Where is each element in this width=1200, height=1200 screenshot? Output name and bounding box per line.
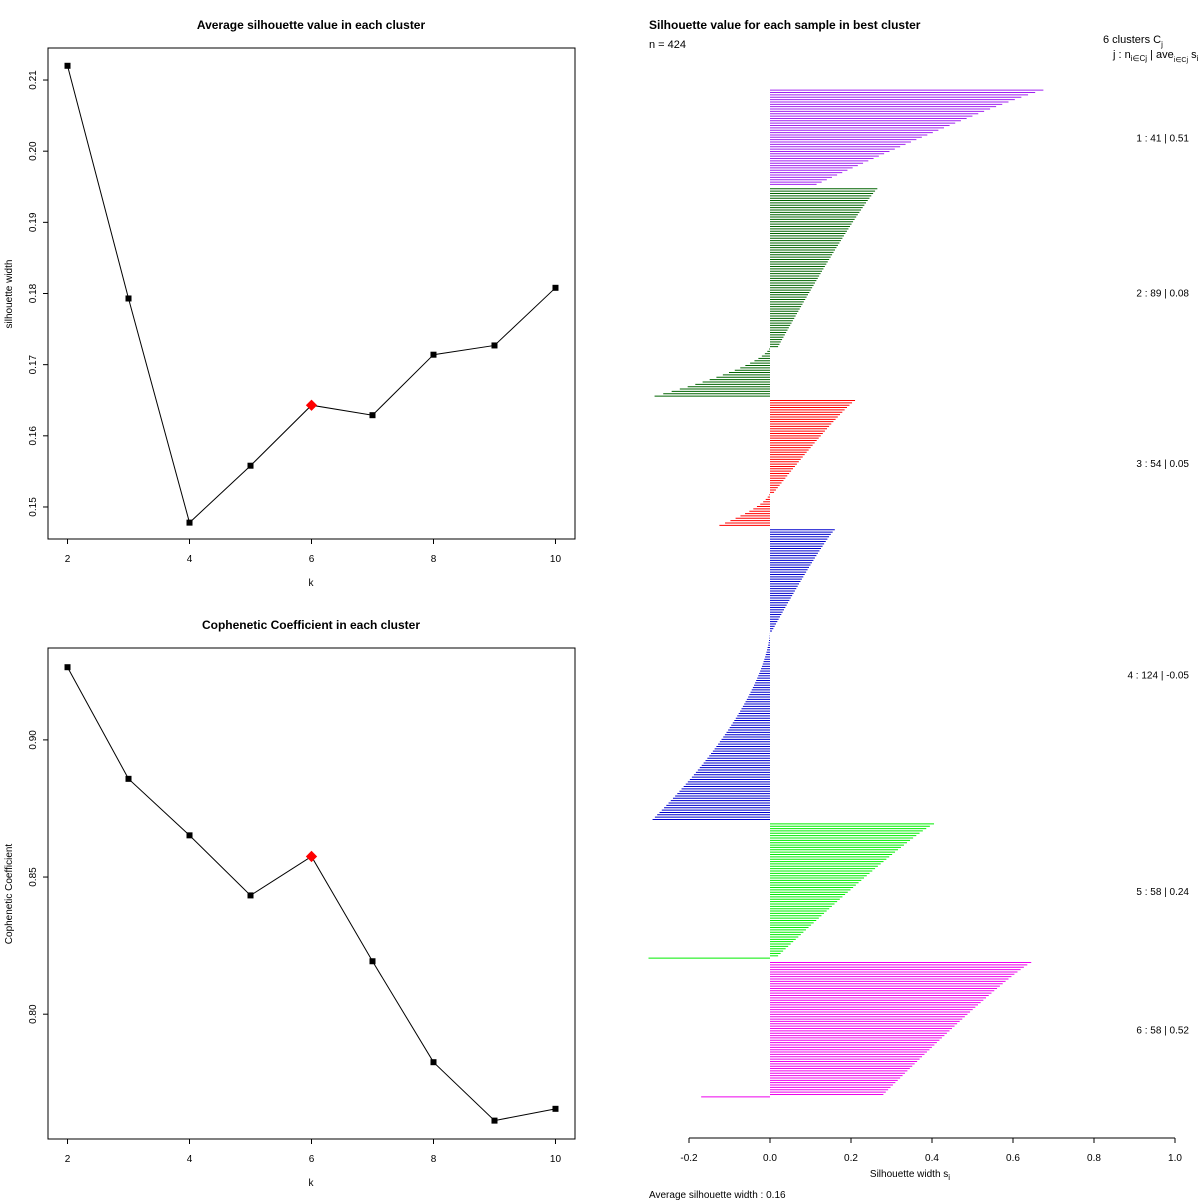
chart2-plot-box <box>47 647 576 1140</box>
chart2-ylabel: Cophenetic Coefficient <box>4 844 15 945</box>
data-point <box>64 664 71 671</box>
y-tick-label: 0.85 <box>28 867 39 887</box>
chart2-y-axis: 0.80 0.85 0.90 <box>28 730 48 1024</box>
x-tick-label: 8 <box>431 554 437 565</box>
y-tick-label: 0.15 <box>28 497 39 517</box>
data-point <box>491 1117 498 1124</box>
chart2-title: Cophenetic Coefficient in each cluster <box>202 618 420 632</box>
x-tick-label: 2 <box>65 1154 71 1165</box>
cluster-label: 2 : 89 | 0.08 <box>1136 288 1189 299</box>
x-tick-label: 0.8 <box>1087 1153 1101 1164</box>
chart3-n-label: n = 424 <box>649 39 686 51</box>
x-tick-label: 6 <box>309 1154 315 1165</box>
highlight-point <box>305 399 318 411</box>
data-point <box>186 832 193 839</box>
silhouette-line-chart: Average silhouette value in each cluster… <box>4 18 576 589</box>
x-tick-label: 10 <box>550 554 562 565</box>
x-tick-label: 0.0 <box>763 1153 777 1164</box>
chart3-cluster-labels: 1 : 41 | 0.51 2 : 89 | 0.08 3 : 54 | 0.05 4… <box>1127 133 1189 1036</box>
x-tick-label: 0.6 <box>1006 1153 1020 1164</box>
x-tick-label: 4 <box>187 554 193 565</box>
chart2-xlabel: k <box>309 1178 315 1189</box>
chart1-title: Average silhouette value in each cluster <box>197 18 426 32</box>
x-tick-label: 0.4 <box>925 1153 939 1164</box>
y-tick-label: 0.16 <box>28 426 39 446</box>
chart3-x-axis: -0.2 0.0 0.2 0.4 0.6 0.8 1.0 <box>680 1137 1182 1164</box>
data-point <box>430 351 437 358</box>
data-point <box>64 62 71 69</box>
x-tick-label: 8 <box>431 1154 437 1165</box>
cluster-label: 6 : 58 | 0.52 <box>1136 1026 1189 1037</box>
y-tick-label: 0.17 <box>28 354 39 374</box>
chart2-series <box>64 664 559 1124</box>
y-tick-label: 0.20 <box>28 141 39 161</box>
cluster-label: 1 : 41 | 0.51 <box>1136 133 1189 144</box>
x-tick-label: 2 <box>65 554 71 565</box>
x-tick-label: 10 <box>550 1154 562 1165</box>
x-tick-label: 4 <box>187 1154 193 1165</box>
data-point <box>247 462 254 469</box>
y-tick-label: 0.90 <box>28 730 39 750</box>
y-tick-label: 0.21 <box>28 70 39 90</box>
highlight-point <box>305 850 318 863</box>
chart1-x-axis: 2 4 6 8 10 <box>65 539 562 565</box>
x-tick-label: 0.2 <box>844 1153 858 1164</box>
cophenetic-line-chart: Cophenetic Coefficient in each cluster k… <box>4 618 576 1189</box>
chart1-xlabel: k <box>309 578 315 589</box>
data-point <box>369 958 376 965</box>
silhouette-bar-plot: Silhouette value for each sample in best… <box>648 18 1199 1200</box>
y-tick-label: 0.80 <box>28 1004 39 1024</box>
data-point <box>125 775 132 782</box>
data-point <box>552 284 559 291</box>
chart3-title: Silhouette value for each sample in best… <box>649 18 921 32</box>
data-point <box>247 892 254 899</box>
data-point <box>369 412 376 419</box>
chart1-ylabel: silhouette width <box>4 260 15 329</box>
data-point <box>430 1059 437 1066</box>
data-point <box>552 1105 559 1112</box>
data-point <box>186 519 193 526</box>
chart3-bars <box>648 89 1044 1098</box>
legend-header-2: j : ni∈Cj | avei∈Cj si <box>1112 49 1199 64</box>
series-line <box>67 666 556 1122</box>
x-tick-label: 1.0 <box>1168 1153 1182 1164</box>
x-tick-label: -0.2 <box>680 1153 698 1164</box>
cluster-label: 5 : 58 | 0.24 <box>1136 887 1189 898</box>
chart2-x-axis: 2 4 6 8 10 <box>65 1139 562 1165</box>
data-point <box>125 295 132 302</box>
cluster-label: 4 : 124 | -0.05 <box>1127 671 1189 682</box>
cluster-label: 3 : 54 | 0.05 <box>1136 459 1189 470</box>
chart1-y-axis: 0.15 0.16 0.17 0.18 0.19 0.20 0.21 <box>28 70 48 517</box>
legend-header-1: 6 clusters Cj <box>1103 34 1163 49</box>
chart3-footer: Average silhouette width : 0.16 <box>649 1190 786 1200</box>
x-tick-label: 6 <box>309 554 315 565</box>
series-line <box>67 65 556 524</box>
chart1-series <box>64 62 559 526</box>
y-tick-label: 0.19 <box>28 212 39 232</box>
chart3-xlabel: Silhouette width si <box>870 1169 950 1182</box>
data-point <box>491 342 498 349</box>
y-tick-label: 0.18 <box>28 283 39 303</box>
